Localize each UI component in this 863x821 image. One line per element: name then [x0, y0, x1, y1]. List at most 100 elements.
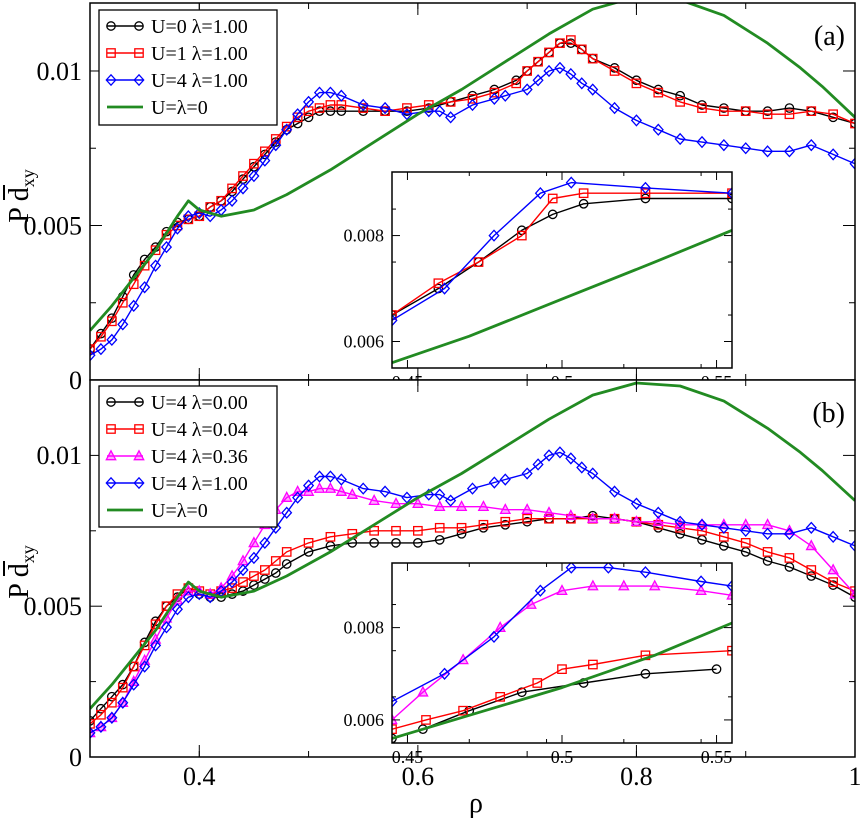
panel-a-series-u-1-lambda-1-00-point — [183, 214, 194, 225]
panel-a-series-u-4-lambda-1-00-point — [554, 61, 566, 75]
panel-b-series-u-4-lambda-1-00-point — [248, 551, 260, 565]
panel-a-inset-series-u-4-lambda-1-00-point — [726, 187, 732, 200]
panel-a-series-u-4-lambda-1-00-point — [226, 194, 238, 207]
panel-a-series-u-1-lambda-1-00-point — [314, 103, 325, 113]
panel-a-legend-u-1-lambda-1-00-label: U=1 λ=1.00 — [151, 43, 248, 65]
panel-b-series-u-4-lambda-1-00-point — [827, 530, 839, 544]
panel-a-inset-series-u-1-lambda-1-00-line — [392, 192, 732, 316]
panel-b-series-u-4-lambda-1-00-point — [171, 603, 184, 616]
panel-b-x-tick-label: 0.6 — [402, 762, 435, 791]
panel-a-inset-series-u-1-lambda-1-00-point — [392, 310, 397, 320]
panel-b-series-u-4-lambda-0-36-point — [313, 481, 326, 493]
ylabel-panel-b: P dxy — [4, 545, 38, 599]
panel-b-series-u-4-lambda-1-00-point — [652, 506, 664, 519]
panel-b-inset-series-u-4-lambda-0-00-point — [640, 668, 651, 679]
panel-a-inset-data — [392, 176, 732, 365]
panel-a-inset-series-u-1-lambda-1-00-point — [547, 193, 558, 204]
panel-b-data — [90, 381, 855, 740]
panel-a-series-u-1-lambda-1-00-point — [675, 97, 685, 107]
panel-a-series-u-4-lambda-1-00-point — [488, 92, 500, 105]
panel-b-y-tick-label: 0 — [69, 743, 82, 772]
panel-b-series-u-4-lambda-1-00-point — [674, 515, 686, 528]
panel-a-series-u-1-lambda-1-00-point — [150, 245, 161, 256]
panel-b-series-u-4-lambda-0-00-point — [456, 528, 467, 539]
panel-a-series-u-4-lambda-1-00-point — [379, 101, 391, 115]
panel-b-inset-series-u-4-lambda-1-00-point — [534, 584, 546, 597]
panel-b-inset-series-u-4-lambda-1-00-point — [602, 563, 614, 574]
panel-a-legend-u-0-lambda-1-00-marker — [134, 21, 144, 31]
panel-a-series-u-4-lambda-1-00-point — [117, 318, 129, 331]
panel-a-series-u-4-lambda-1-00-point — [543, 64, 555, 78]
panel-a-inset-plot-background — [392, 172, 732, 368]
panel-b-inset-y-tick-label: 0.008 — [344, 618, 385, 638]
panel-b-series-u-4-lambda-1-00-point — [718, 521, 730, 534]
panel-b-inset-series-u-4-lambda-1-00-point — [726, 579, 732, 593]
panel-a-series-u-1-lambda-1-00-point — [445, 97, 456, 107]
panel-b-inset-series-u-4-lambda-0-36-point — [695, 584, 707, 596]
panel-a-inset-series-u-4-lambda-1-00-point — [392, 314, 398, 327]
panel-b-series-u-4-lambda-0-04-point — [139, 640, 150, 651]
panel-b-x-tick-label: 1 — [849, 762, 862, 791]
panel-b-inset-series-u-4-lambda-1-00-point — [488, 630, 500, 644]
panel-a-legend-u-4-lambda-1-00-marker — [105, 73, 117, 87]
panel-a-series-u-1-lambda-1-00-point — [238, 171, 248, 181]
panel-b-series-u-4-lambda-0-36-point — [652, 515, 665, 527]
panel-b-inset-series-u-lambda-0-line — [392, 621, 732, 740]
panel-b-legend-u-4-lambda-0-04-marker — [134, 424, 144, 434]
panel-a-series-u-4-lambda-1-00-point — [434, 104, 446, 118]
panel-a-series-u-4-lambda-1-00-point — [532, 74, 544, 87]
panel-a-series-u-4-lambda-1-00-point — [259, 154, 271, 167]
panel-b-inset-series-u-4-lambda-0-36-point — [618, 579, 630, 591]
panel-b-series-u-4-lambda-0-04-point — [697, 525, 707, 536]
panel-b-series-u-4-lambda-1-00-point — [565, 452, 577, 465]
panel-a-series-u-1-lambda-1-00-point — [828, 109, 838, 120]
ylabel-panel-a: P dxy — [4, 169, 38, 223]
panel-a-inset-series-u-1-lambda-1-00-point — [433, 278, 444, 289]
panel-a-series-u-4-lambda-1-00-point — [128, 299, 140, 313]
panel-b-inset-series-u-4-lambda-1-00-line — [392, 566, 732, 703]
panel-b-inset-series-u-4-lambda-0-04-point — [495, 691, 506, 702]
panel-b-inset-series-u-4-lambda-1-00-point — [695, 575, 707, 588]
panel-b-series-u-4-lambda-1-00-point — [587, 467, 599, 480]
panel-b-series-u-4-lambda-1-00-point — [521, 467, 533, 480]
panel-a-inset-series-u-0-lambda-1-00-point — [640, 193, 651, 204]
panel-b-series-u-4-lambda-0-04-point — [369, 525, 379, 536]
panel-a-series-u-4-lambda-1-00-point — [740, 142, 752, 155]
panel-b-y-tick-label: 0.005 — [24, 592, 83, 621]
panel-b-legend-u-4-lambda-0-04-label: U=4 λ=0.04 — [151, 419, 248, 441]
panel-b-series-u-4-lambda-1-00-point — [696, 518, 708, 531]
panel-b-series-u-4-lambda-0-04-point — [238, 577, 248, 587]
panel-a-series-u-1-lambda-1-00-point — [325, 100, 336, 110]
panel-a-series-u-1-lambda-1-00-point — [544, 47, 554, 58]
panel-b-series-u-4-lambda-0-04-point — [260, 565, 270, 575]
panel-b-inset-data — [392, 563, 732, 743]
panel-b-series-u-4-lambda-1-00-point — [849, 539, 855, 553]
panel-b-series-u-4-lambda-0-04-point — [434, 522, 445, 533]
panel-b-series-u-4-lambda-0-36-line — [90, 487, 855, 734]
panel-a-series-u-4-lambda-1-00-point — [674, 132, 686, 146]
panel-a-series-u-lambda-0-line — [90, 3, 855, 332]
panel-b-series-u-4-lambda-0-04-point — [303, 538, 314, 548]
panel-b-inset-series-u-4-lambda-0-04-line — [392, 650, 732, 730]
panel-a-inset-series-u-4-lambda-1-00-point — [534, 187, 546, 200]
panel-b-series-u-4-lambda-0-36-point — [412, 497, 424, 509]
panel-b-series-u-4-lambda-0-36-point — [182, 584, 195, 596]
panel-b-series-u-4-lambda-1-00-point — [160, 621, 173, 634]
panel-b-inset-x-tick-label: 0.55 — [701, 747, 733, 767]
panel-a-series-u-1-lambda-1-00-point — [784, 109, 795, 120]
panel-a-label: (a) — [814, 21, 845, 52]
panel-a-series-u-1-lambda-1-00-point — [576, 44, 587, 55]
panel-b-series-u-4-lambda-0-04-point — [96, 709, 106, 720]
panel-a-series-u-4-lambda-1-00-point — [466, 98, 479, 112]
panel-b-series-u-4-lambda-0-00-point — [675, 528, 685, 539]
panel-b-series-u-4-lambda-0-36-point — [565, 509, 577, 521]
panel-a-inset-series-u-1-lambda-1-00-point — [516, 230, 527, 241]
panel-b-series-u-4-lambda-0-04-point — [391, 525, 401, 536]
panel-b-series-u-4-lambda-1-00-point — [139, 660, 151, 673]
panel-a-series-u-4-lambda-1-00-point — [357, 98, 369, 112]
panel-b-series-u-4-lambda-0-04-point — [544, 513, 554, 524]
panel-b-legend-u-4-lambda-1-00-marker — [133, 476, 145, 490]
panel-a-series-u-1-lambda-1-00-point — [117, 297, 128, 308]
panel-b-inset-series-u-4-lambda-0-36-point — [648, 579, 661, 591]
